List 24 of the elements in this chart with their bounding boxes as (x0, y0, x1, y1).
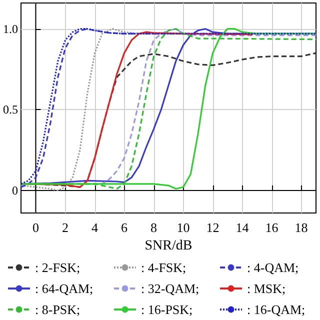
legend-label: : 32-QAM; (141, 281, 200, 296)
legend-label: : MSK; (247, 281, 286, 296)
x-tick-label: 10 (176, 220, 190, 235)
legend-label: : 8-PSK; (35, 302, 80, 317)
x-tick-label: 0 (32, 220, 39, 235)
x-tick-label: 6 (121, 220, 128, 235)
line-series (20, 31, 254, 188)
legend-label: : 4-FSK; (141, 260, 186, 275)
legend-label: : 64-QAM; (35, 281, 94, 296)
x-tick-label: 2 (62, 220, 68, 235)
x-tick-label: 14 (236, 220, 250, 235)
x-axis-title: SNR/dB (144, 238, 192, 254)
y-tick-label: 0 (12, 183, 18, 198)
y-tick-label: 0.5 (3, 102, 18, 117)
x-tick-label: 4 (92, 220, 98, 235)
legend-label: : 16-QAM; (247, 302, 306, 317)
x-tick-label: 18 (294, 220, 308, 235)
legend-label: : 4-QAM; (247, 260, 299, 275)
x-tick-label: 12 (206, 220, 220, 235)
y-tick-label: 1.0 (3, 22, 18, 36)
legend-label: : 16-PSK; (141, 302, 193, 317)
legend-label: : 2-FSK; (35, 260, 80, 275)
x-tick-label: 8 (150, 220, 157, 235)
x-tick-label: 16 (265, 220, 279, 235)
